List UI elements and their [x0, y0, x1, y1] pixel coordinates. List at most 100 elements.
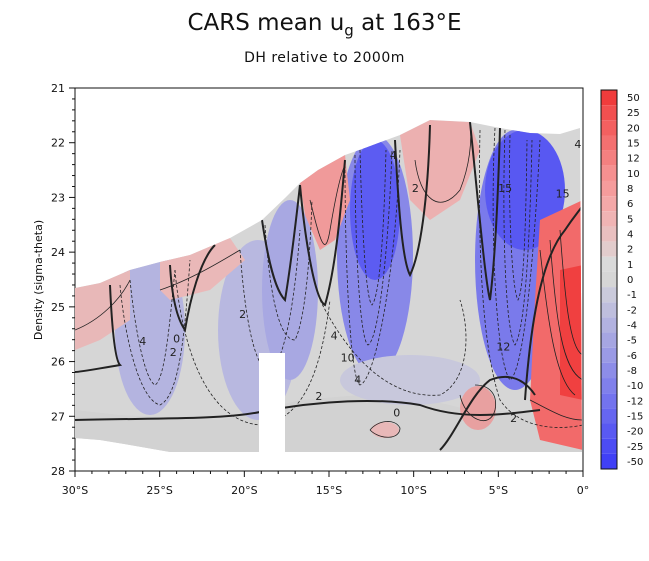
contour-label: 0 [393, 406, 400, 419]
colorbar-label: 15 [627, 139, 640, 150]
colorbar-swatch [601, 90, 617, 106]
contour-line [459, 384, 497, 421]
zero-contour [469, 121, 501, 301]
contour-label: 0 [173, 332, 180, 345]
y-tick-label: 26 [51, 356, 65, 369]
colorbar-label: 8 [627, 184, 633, 195]
contour-line [309, 164, 346, 245]
x-tick-label: 20°S [231, 484, 257, 497]
zero-contour [261, 184, 301, 303]
y-tick-label: 25 [51, 301, 65, 314]
contour-label: 4 [139, 335, 146, 348]
colorbar-swatch [601, 105, 617, 121]
colorbar-swatch [601, 453, 617, 469]
colorbar-label: 2 [627, 245, 633, 256]
contour-line [539, 249, 576, 396]
contour-line [509, 134, 528, 301]
contour-label: 2 [239, 308, 246, 321]
colorbar-swatch [601, 393, 617, 409]
zero-contour [299, 159, 346, 307]
zero-contour [75, 399, 541, 421]
zero-contour [394, 124, 431, 278]
colorbar-swatch [601, 196, 617, 212]
contour-line [559, 229, 582, 356]
colorbar-label: 10 [627, 169, 640, 180]
colorbar-swatch [601, 317, 617, 333]
contour-label: 2 [315, 390, 322, 403]
contour-label: 4 [354, 373, 361, 386]
colorbar-swatch [601, 211, 617, 227]
y-axis-label: Density (sigma-theta) [32, 220, 45, 340]
contour-line [478, 129, 582, 428]
contour-lines [75, 121, 582, 451]
colorbar-label: 20 [627, 123, 640, 134]
colorbar-label: 4 [627, 230, 633, 241]
title-main: CARS mean u [187, 10, 345, 36]
colorbar: 5025201512108654210-1-2-4-5-6-8-10-12-15… [600, 89, 643, 470]
red-patch-4 [400, 120, 480, 220]
colorbar-label: -10 [627, 381, 643, 392]
contour-label: 4 [574, 138, 581, 151]
colorbar-swatch [601, 226, 617, 242]
colorbar-label: 0 [627, 275, 633, 286]
x-tick-label: 30°S [62, 484, 88, 497]
colorbar-swatch [601, 332, 617, 348]
colorbar-swatch [601, 438, 617, 454]
colorbar-swatch [601, 180, 617, 197]
colorbar-label: -1 [627, 290, 637, 301]
contour-line [344, 149, 401, 386]
contour-label: 15 [498, 182, 512, 195]
y-tick-label: 28 [51, 465, 65, 478]
colorbar-label: 50 [627, 93, 640, 104]
colorbar-label: -15 [627, 411, 643, 422]
contour-line [119, 259, 191, 406]
red-patch-8 [371, 422, 399, 438]
y-tick-label: 27 [51, 410, 65, 423]
blue-patch-5 [350, 140, 400, 280]
contour-label: 2 [412, 182, 419, 195]
colorbar-swatch [601, 256, 617, 272]
colorbar-swatch [601, 135, 617, 151]
red-patch-2 [160, 238, 245, 300]
colorbar-swatch [601, 165, 617, 181]
colorbar-label: -50 [627, 457, 643, 468]
chart-title: CARS mean ug at 163°E [0, 10, 649, 40]
colorbar-swatch [601, 271, 617, 288]
colorbar-label: 1 [627, 260, 633, 271]
colorbar-swatch [601, 150, 617, 166]
colorbar-label: -20 [627, 427, 643, 438]
chart-subtitle: DH relative to 2000m [244, 50, 405, 66]
contour-line [239, 229, 301, 373]
colorbar-swatch [601, 423, 617, 439]
colorbar-swatch [601, 362, 617, 379]
colorbar-frame [600, 89, 618, 470]
colorbar-label: 25 [627, 108, 640, 119]
colorbar-label: -8 [627, 366, 637, 377]
contour-line [319, 299, 467, 396]
contour-line [354, 149, 393, 346]
zero-contour [439, 375, 536, 451]
red-patch-7 [460, 386, 496, 430]
contour-label: 12 [496, 341, 510, 354]
zero-contour [169, 244, 216, 333]
colorbar-swatch [601, 302, 617, 318]
contour-label: 2 [510, 412, 517, 425]
contour-label: 10 [341, 352, 355, 365]
colorbar-label: -25 [627, 442, 643, 453]
contour-line [549, 239, 582, 381]
blank-notch [259, 353, 285, 452]
colorbar-label: -12 [627, 396, 643, 407]
x-tick-label: 5°S [489, 484, 508, 497]
colorbar-label: -4 [627, 320, 637, 331]
contour-line [129, 269, 176, 386]
colorbar-swatch [601, 378, 617, 394]
title-subscript: g [344, 21, 354, 40]
colorbar-swatch [601, 287, 617, 303]
contour-line [159, 249, 241, 291]
colorbar-swatch [601, 120, 617, 136]
zero-contour [524, 204, 582, 401]
colorbar-label: 12 [627, 154, 640, 165]
